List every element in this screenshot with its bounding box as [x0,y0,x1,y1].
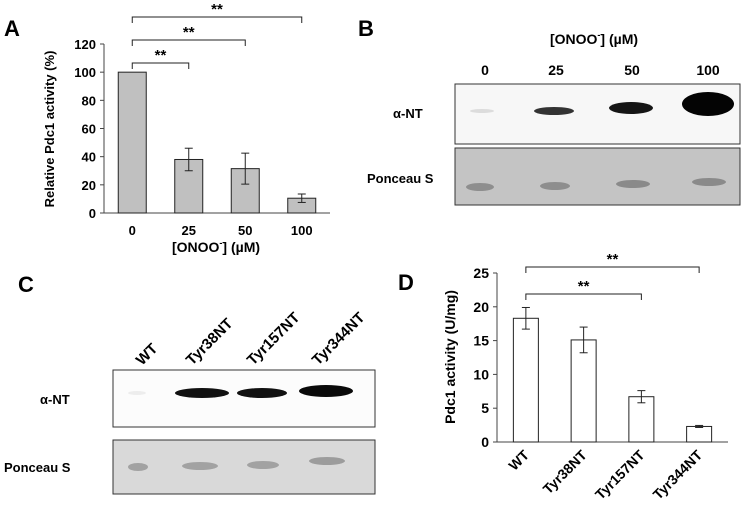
panel-d-ylabel: Pdc1 activity (U/mg) [442,290,458,424]
band [247,461,279,469]
x-tick-label: WT [505,446,532,473]
y-tick-label: 60 [82,122,96,137]
bar [628,396,655,443]
x-tick-label: Tyr38NT [540,446,591,497]
band [237,388,287,398]
band [616,180,650,188]
band [309,457,345,465]
panel-a-ylabel: Relative Pdc1 activity (%) [42,51,57,208]
panel-a-chart: 0 20 40 60 80 100 120 0 25 50 100 ** ** ** [74,1,330,238]
panel-d-letter: D [398,270,414,295]
panel-b-concentration-label: [ONOO-] (µM) [550,30,638,47]
lane-label: 50 [624,62,640,78]
band [682,92,734,116]
band [540,182,570,190]
panel-c-lane-labels: WT Tyr38NT Tyr157NT Tyr344NT [133,309,369,369]
significance-label: ** [607,251,619,268]
x-tick-label: 0 [129,223,136,238]
band [182,462,218,470]
significance-label: ** [183,24,195,41]
lane-label: Tyr157NT [244,309,304,369]
bar [512,317,539,443]
panel-c-letter: C [18,272,34,297]
significance-bracket [131,16,303,23]
significance-label: ** [155,47,167,64]
bar [686,425,713,443]
band [470,109,494,113]
band [175,388,229,398]
y-tick-label: 20 [473,299,489,315]
y-tick-label: 120 [74,37,96,52]
panel-b-blot-alpha-nt [454,83,741,145]
panel-a-letter: A [4,16,20,41]
x-tick-label: Tyr157NT [592,447,648,503]
x-tick-label: 50 [238,223,252,238]
bar [570,339,597,443]
significance-bracket [525,266,700,273]
bar [117,71,147,214]
panel-c-blot1-label: α-NT [40,392,70,407]
significance-bracket [131,39,246,46]
band [128,391,146,395]
panel-b-blot-ponceau [454,147,741,206]
significance-label: ** [578,278,590,295]
lane-label: Tyr344NT [309,309,369,369]
panel-b-blot2-label: Ponceau S [367,171,434,186]
significance-bracket [525,293,642,300]
lane-label: 25 [548,62,564,78]
panel-b-blot1-label: α-NT [393,106,423,121]
y-tick-label: 100 [74,65,96,80]
x-tick-label: Tyr344NT [650,447,706,503]
y-tick-label: 0 [89,206,96,221]
lane-label: 0 [481,62,489,78]
y-tick-label: 25 [473,265,489,281]
significance-label: ** [211,1,223,18]
y-tick-label: 20 [82,178,96,193]
y-tick-label: 40 [82,150,96,165]
band [692,178,726,186]
y-tick-label: 80 [82,93,96,108]
band [534,107,574,115]
y-tick-label: 0 [481,434,489,450]
y-tick-label: 5 [481,400,489,416]
band [128,463,148,471]
band [466,183,494,191]
x-tick-label: 100 [291,223,313,238]
lane-label: Tyr38NT [183,315,237,369]
band [609,102,653,114]
panel-b-lane-labels: 0 25 50 100 [481,62,720,78]
x-tick-label: 25 [182,223,196,238]
panel-a-xlabel: [ONOO-] (µM) [172,238,260,255]
band [299,385,353,397]
panel-b-letter: B [358,16,374,41]
y-tick-label: 15 [473,333,489,349]
panel-c-blot2-label: Ponceau S [4,460,71,475]
y-tick-label: 10 [473,366,489,382]
significance-bracket [131,62,190,69]
panel-d-chart: 0 5 10 15 20 25 WT Tyr38NT Tyr157NT Tyr344NT ** ** [473,251,728,503]
lane-label: 100 [696,62,720,78]
panel-c-blot-ponceau [112,439,376,495]
lane-label: WT [133,340,162,369]
panel-c-blot-alpha-nt [112,369,376,428]
